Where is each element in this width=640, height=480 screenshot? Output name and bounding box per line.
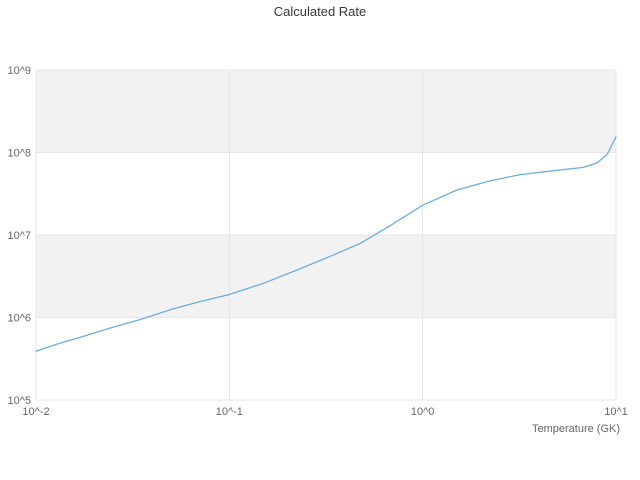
- chart-title: Calculated Rate: [273, 4, 367, 19]
- y-tick-label: 10^5: [7, 395, 31, 407]
- x-tick-label: 10^0: [411, 406, 435, 418]
- y-tick-label: 10^6: [7, 313, 31, 325]
- x-tick-label: 10^-1: [216, 406, 243, 418]
- plot-band: [36, 70, 616, 153]
- rate-line: [35, 136, 617, 352]
- plot-band: [36, 235, 616, 318]
- plot-band: [36, 317, 616, 400]
- x-axis-title: Temperature (GK): [531, 423, 620, 435]
- y-tick-label: 10^8: [7, 148, 31, 160]
- y-tick-label: 10^7: [7, 230, 31, 242]
- y-tick-label: 10^9: [7, 65, 31, 77]
- plot-band: [36, 152, 616, 235]
- x-tick-label: 10^1: [604, 406, 628, 418]
- x-tick-label: 10^-2: [22, 406, 49, 418]
